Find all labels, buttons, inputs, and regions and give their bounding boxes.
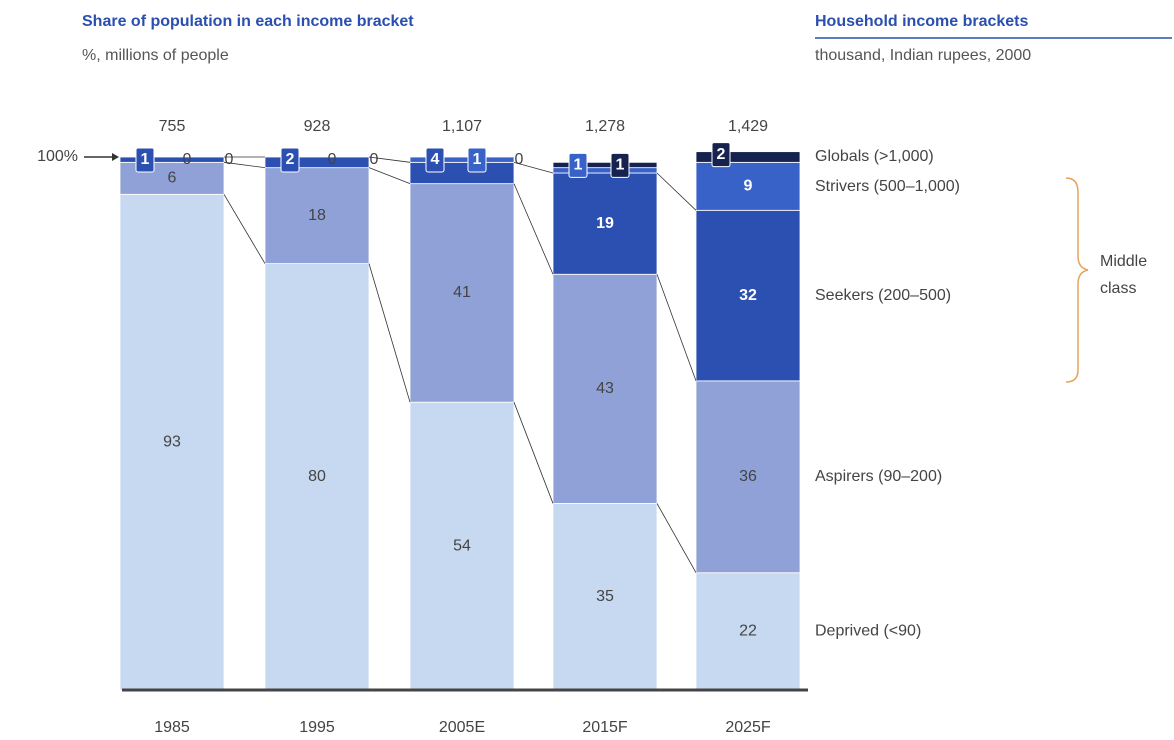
- data-label: 0: [328, 151, 337, 168]
- bar-segment: [695, 151, 801, 163]
- data-label: 0: [370, 151, 379, 168]
- bar-segment: [695, 209, 801, 382]
- bar-segment: [409, 401, 515, 691]
- bar-segment: [409, 183, 515, 403]
- bar-segment: [264, 156, 370, 169]
- data-label: 9: [744, 178, 753, 195]
- connector: [656, 503, 697, 573]
- legend-subtitle: thousand, Indian rupees, 2000: [815, 47, 1031, 64]
- data-label: 35: [596, 588, 614, 605]
- data-label: 1: [473, 151, 482, 168]
- data-label-box: [467, 147, 487, 173]
- connector: [513, 402, 554, 504]
- legend-label: Strivers (500–1,000): [815, 178, 960, 195]
- total-label: 1,429: [728, 118, 768, 135]
- data-label: 22: [739, 623, 757, 640]
- data-label: 1: [574, 157, 583, 174]
- data-label: 36: [739, 468, 757, 485]
- bar-segment: [119, 193, 225, 691]
- data-label: 54: [453, 537, 471, 554]
- middle-class-brace: [1065, 177, 1089, 383]
- legend-label: Aspirers (90–200): [815, 468, 942, 485]
- connector: [223, 194, 266, 264]
- total-label: 755: [159, 118, 186, 135]
- x-tick-label: 1995: [299, 719, 335, 736]
- data-label: 0: [183, 151, 192, 168]
- bar-segment: [409, 156, 515, 163]
- bar-segment: [552, 172, 658, 275]
- data-label-box: [610, 152, 630, 178]
- legend-title: Household income brackets: [815, 13, 1028, 30]
- data-label: 6: [168, 170, 177, 187]
- legend-label: Globals (>1,000): [815, 148, 934, 165]
- bar-segment: [552, 161, 658, 169]
- data-label: 32: [739, 287, 757, 304]
- total-label: 1,278: [585, 118, 625, 135]
- connector: [223, 161, 266, 169]
- x-tick-label: 2005E: [439, 719, 485, 736]
- y-tick-label: 100%: [37, 148, 78, 165]
- connector: [368, 263, 411, 403]
- bar-segment: [264, 167, 370, 265]
- data-label-box: [135, 147, 155, 173]
- x-tick-label: 2025F: [725, 719, 771, 736]
- data-label-box: [568, 152, 588, 178]
- bar-segment: [695, 380, 801, 574]
- annotation: class: [1100, 280, 1136, 297]
- data-label-box: [711, 142, 731, 168]
- chart-subtitle: %, millions of people: [82, 47, 229, 64]
- legend-label: Seekers (200–500): [815, 287, 951, 304]
- connector: [656, 274, 697, 381]
- connector: [513, 183, 554, 275]
- bar-segment: [552, 503, 658, 691]
- data-label: 1: [141, 151, 150, 168]
- bar-segment: [695, 161, 801, 211]
- data-label: 2: [286, 151, 295, 168]
- data-label: 2: [717, 146, 726, 163]
- x-tick-label: 1985: [154, 719, 190, 736]
- connector: [368, 167, 411, 185]
- data-label: 19: [596, 215, 614, 232]
- data-label: 1: [616, 157, 625, 174]
- connector: [513, 161, 554, 174]
- data-label: 0: [225, 151, 234, 168]
- data-label: 93: [163, 433, 181, 450]
- legend-label: Deprived (<90): [815, 623, 921, 640]
- data-label-box: [425, 147, 445, 173]
- total-label: 928: [304, 118, 331, 135]
- data-label: 4: [431, 151, 440, 168]
- connector: [656, 172, 697, 211]
- bar-segment: [552, 273, 658, 504]
- annotation: Middle: [1100, 253, 1147, 270]
- bar-segment: [119, 156, 225, 163]
- x-tick-label: 2015F: [582, 719, 628, 736]
- bar-segment: [264, 263, 370, 691]
- chart-title: Share of population in each income brack…: [82, 13, 414, 30]
- y-tick-arrowhead: [112, 153, 119, 161]
- data-label: 18: [308, 207, 326, 224]
- data-label-box: [280, 147, 300, 173]
- data-label: 43: [596, 380, 614, 397]
- data-label: 41: [453, 284, 471, 301]
- data-label: 80: [308, 468, 326, 485]
- connector: [368, 156, 411, 163]
- total-label: 1,107: [442, 118, 482, 135]
- data-label: 0: [515, 151, 524, 168]
